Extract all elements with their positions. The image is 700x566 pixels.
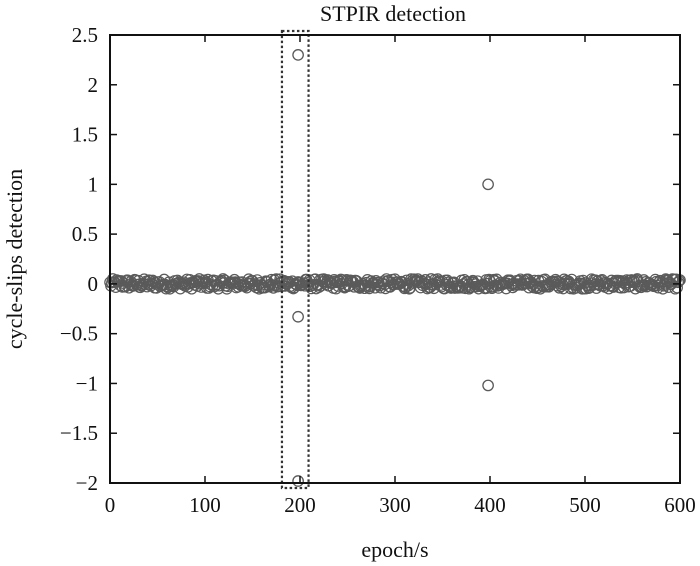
- outlier-point: [482, 178, 494, 191]
- x-axis-label: epoch/s: [361, 537, 428, 562]
- x-tick-label: 0: [105, 493, 116, 517]
- plot-area: [104, 29, 686, 490]
- outlier-point: [292, 475, 304, 487]
- x-axis-ticks: 0 100 200 300 400 500 600: [105, 35, 696, 517]
- y-axis-ticks: 2.5 2 1.5 1 0.5 0 −0.5 −1 −1.5 −2: [60, 23, 680, 495]
- y-tick-label: −1.5: [60, 421, 98, 445]
- outlier-point: [482, 379, 494, 392]
- y-tick-label: −2: [76, 471, 98, 495]
- y-tick-label: −1: [76, 371, 98, 395]
- y-tick-label: −0.5: [60, 322, 98, 346]
- data-point: [483, 273, 495, 286]
- x-tick-label: 500: [569, 493, 601, 517]
- x-tick-label: 600: [664, 493, 696, 517]
- data-point: [486, 282, 498, 295]
- outlier-point: [292, 49, 304, 61]
- y-tick-label: 2: [88, 73, 99, 97]
- data-point: [413, 276, 426, 288]
- x-tick-label: 400: [474, 493, 506, 517]
- y-tick-label: 2.5: [72, 23, 98, 47]
- data-point: [328, 274, 340, 286]
- x-tick-label: 200: [284, 493, 316, 517]
- y-axis-label: cycle-slips detection: [2, 169, 27, 349]
- data-point: [671, 281, 683, 294]
- outlier-point: [292, 310, 304, 323]
- x-tick-label: 300: [379, 493, 411, 517]
- data-point: [459, 282, 472, 295]
- plot-frame: [109, 34, 681, 484]
- data-point: [672, 276, 684, 289]
- x-tick-label: 100: [189, 493, 221, 517]
- y-tick-label: 0: [88, 272, 99, 296]
- noise-series: [104, 273, 686, 295]
- y-tick-label: 1: [88, 172, 99, 196]
- chart-title: STPIR detection: [320, 1, 466, 26]
- highlight-box: [280, 29, 310, 490]
- y-tick-label: 0.5: [72, 222, 98, 246]
- y-tick-label: 1.5: [72, 123, 98, 147]
